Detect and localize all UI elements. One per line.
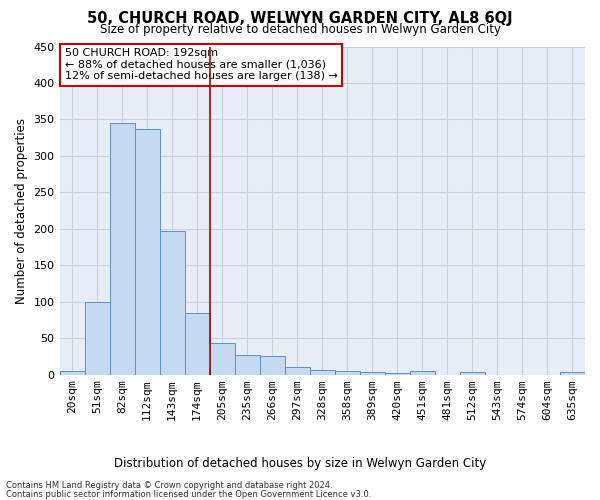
Bar [360, 372, 385, 374]
Bar [134, 129, 160, 374]
Bar [335, 371, 360, 374]
Bar [110, 123, 134, 374]
Text: Contains HM Land Registry data © Crown copyright and database right 2024.: Contains HM Land Registry data © Crown c… [6, 481, 332, 490]
Y-axis label: Number of detached properties: Number of detached properties [15, 118, 28, 304]
Bar [460, 372, 485, 374]
Bar [209, 342, 235, 374]
Text: 50 CHURCH ROAD: 192sqm
← 88% of detached houses are smaller (1,036)
12% of semi-: 50 CHURCH ROAD: 192sqm ← 88% of detached… [65, 48, 338, 82]
Text: Size of property relative to detached houses in Welwyn Garden City: Size of property relative to detached ho… [100, 22, 500, 36]
Bar [385, 373, 410, 374]
Bar [85, 302, 110, 374]
Text: Contains public sector information licensed under the Open Government Licence v3: Contains public sector information licen… [6, 490, 371, 499]
Bar [260, 356, 285, 374]
Bar [235, 355, 260, 374]
Bar [285, 368, 310, 374]
Bar [560, 372, 585, 374]
Text: Distribution of detached houses by size in Welwyn Garden City: Distribution of detached houses by size … [114, 458, 486, 470]
Text: 50, CHURCH ROAD, WELWYN GARDEN CITY, AL8 6QJ: 50, CHURCH ROAD, WELWYN GARDEN CITY, AL8… [87, 11, 513, 26]
Bar [160, 231, 185, 374]
Bar [59, 371, 85, 374]
Bar [185, 314, 209, 374]
Bar [410, 371, 435, 374]
Bar [310, 370, 335, 374]
